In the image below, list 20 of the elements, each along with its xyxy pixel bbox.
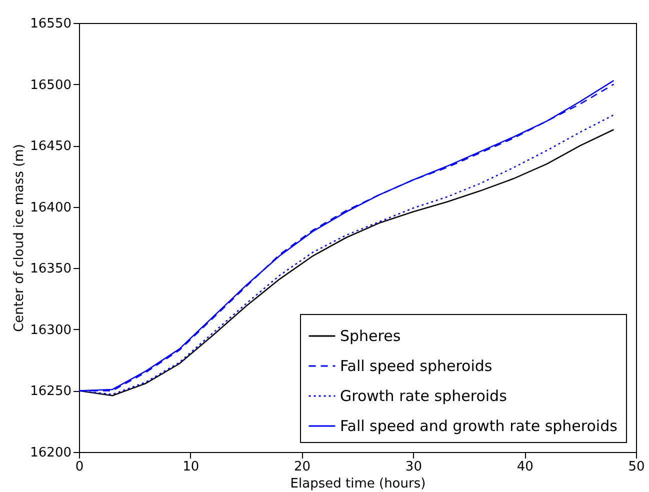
- x-tick-label: 20: [294, 460, 311, 474]
- x-tick-label: 50: [628, 460, 645, 474]
- x-axis-title: Elapsed time (hours): [290, 476, 426, 492]
- x-tick-label: 0: [75, 460, 84, 474]
- y-tick-label: 16450: [30, 139, 72, 154]
- y-tick-label: 16550: [30, 16, 72, 32]
- y-tick-label: 16350: [30, 262, 72, 277]
- y-axis-title: Center of cloud ice mass (m): [12, 144, 28, 332]
- y-tick-label: 16300: [30, 322, 72, 338]
- x-tick-label: 30: [405, 460, 422, 474]
- legend-label: Spheres: [340, 327, 401, 345]
- legend-label: Growth rate spheroids: [340, 387, 508, 405]
- x-tick-label: 10: [182, 460, 200, 474]
- y-tick-label: 16500: [30, 78, 72, 93]
- legend-label: Fall speed spheroids: [340, 357, 492, 375]
- y-tick-label: 16400: [30, 200, 72, 216]
- legend-label: Fall speed and growth rate spheroids: [340, 417, 618, 435]
- y-tick-label: 16250: [30, 384, 72, 400]
- x-tick-label: 40: [516, 460, 534, 474]
- y-tick-label: 16200: [30, 446, 72, 460]
